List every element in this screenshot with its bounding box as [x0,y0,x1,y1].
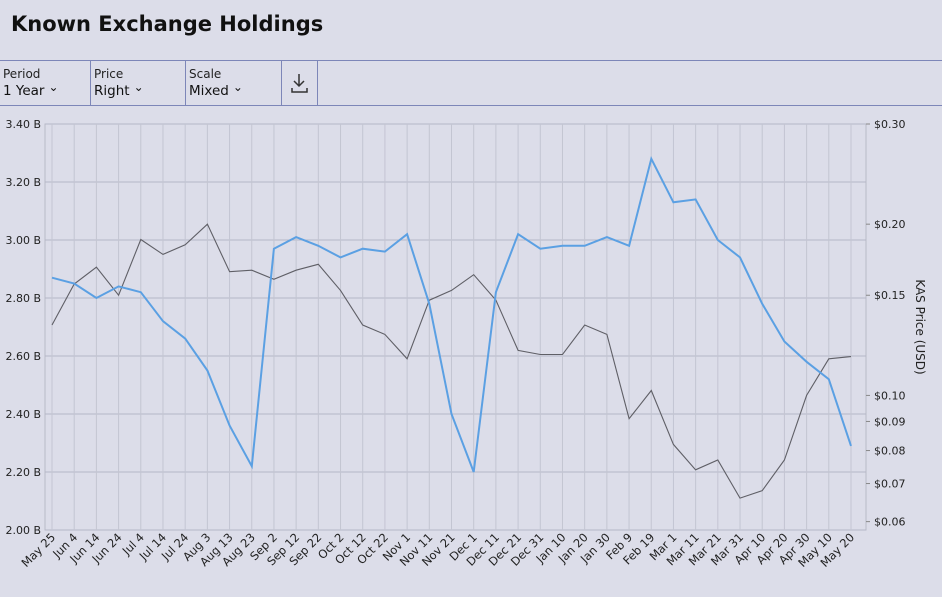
download-button[interactable] [282,61,318,105]
control-value: Mixed [189,83,243,99]
x-tick-label: Apr 20 [754,530,791,567]
x-tick-label: May 20 [817,530,857,570]
x-tick-label: Mar 1 [647,530,680,563]
x-tick-label: Nov 11 [397,530,436,569]
series-line [51,155,852,473]
x-tick-label: Jun 4 [49,530,80,561]
scale-control[interactable]: Scale Mixed [186,61,282,105]
y-tick-label: 2.80 B [5,292,41,305]
page-title: Known Exchange Holdings [11,12,324,36]
y-tick-label: 3.20 B [5,176,41,189]
plot-area [44,123,867,531]
y2-tick-label: $0.07 [874,478,906,491]
x-tick-label: Dec 1 [446,530,479,563]
x-tick-label: Oct 2 [315,530,347,562]
y-tick-label: 2.40 B [5,408,41,421]
x-tick-label: Jan 20 [555,530,591,566]
x-tick-label: Jul 14 [136,530,169,563]
x-tick-label: Jun 14 [66,530,102,566]
price-control[interactable]: Price Right [91,61,186,105]
x-tick-label: Sep 2 [247,530,280,563]
x-tick-label: Mar 21 [686,530,724,568]
x-tick-label: Dec 21 [486,530,525,569]
x-tick-label: Mar 11 [664,530,702,568]
x-tick-label: Apr 30 [776,530,813,567]
y2-tick-label: $0.06 [874,516,906,529]
y2-tick-label: $0.20 [874,218,906,231]
control-value: Right [94,83,144,99]
x-tick-label: Feb 19 [620,530,657,567]
y2-tick-label: $0.08 [874,445,906,458]
x-tick-label: Jan 30 [577,530,613,566]
x-tick-label: Jun 24 [88,530,124,566]
x-tick-label: Oct 22 [354,530,391,567]
y2-tick-label: $0.10 [874,389,906,402]
control-label: Price [94,67,124,81]
y2-tick-label: $0.30 [874,118,906,131]
y-tick-label: 3.40 B [5,118,41,131]
x-tick-label: May 25 [18,530,58,570]
x-tick-label: Sep 12 [264,530,302,568]
y2-tick-label: $0.09 [874,415,906,428]
y-tick-label: 2.00 B [5,524,41,537]
x-tick-label: Jul 24 [158,530,191,563]
download-icon [291,74,308,93]
header: Known Exchange Holdings [0,0,942,60]
x-tick-label: Feb 9 [603,530,635,562]
control-label: Scale [189,67,222,81]
x-tick-label: Nov 1 [380,530,414,564]
x-tick-label: Dec 11 [463,530,502,569]
x-tick-label: Jul 4 [119,530,147,558]
x-tick-label: Apr 10 [731,530,768,567]
y2-tick-label: $0.15 [874,289,906,302]
control-label: Period [3,67,41,81]
x-tick-label: Jan 10 [533,530,569,566]
x-tick-label: Sep 22 [286,530,324,568]
control-value: 1 Year [3,83,59,99]
y-tick-label: 3.00 B [5,234,41,247]
x-tick-label: Mar 31 [708,530,746,568]
x-tick-label: Dec 31 [508,530,547,569]
period-control[interactable]: Period 1 Year [0,61,91,105]
x-tick-label: Oct 12 [332,530,369,567]
x-tick-label: May 10 [795,530,835,570]
x-tick-label: Nov 21 [419,530,458,569]
y-tick-label: 2.20 B [5,466,41,479]
series-line [51,223,852,499]
toolbar: Period 1 Year Price Right Scale Mixed [0,60,942,106]
x-tick-label: Aug 23 [219,530,258,569]
x-tick-label: Aug 3 [180,530,214,564]
y2-axis-label: KAS Price (USD) [913,279,927,374]
x-tick-label: Aug 13 [197,530,236,569]
y-tick-label: 2.60 B [5,350,41,363]
